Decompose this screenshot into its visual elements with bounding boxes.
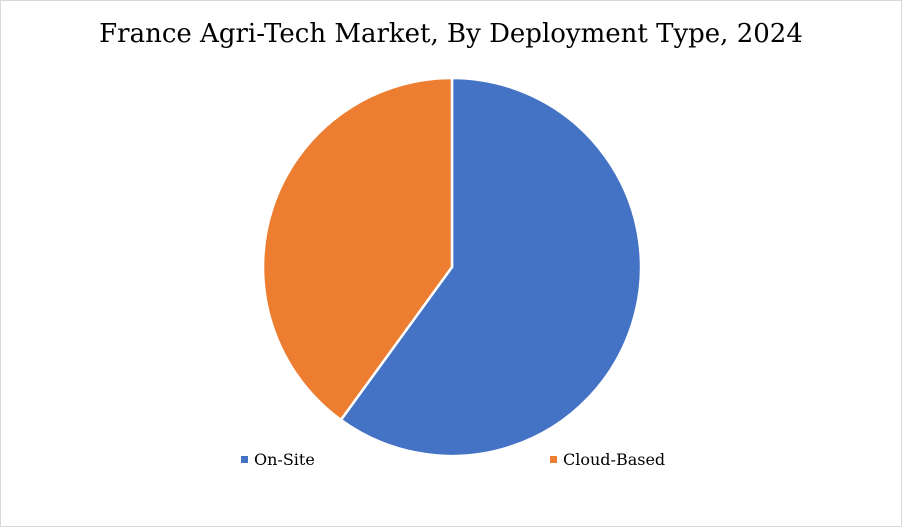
legend-label-on-site: On-Site xyxy=(254,450,315,469)
legend-item-on-site: On-Site xyxy=(241,450,315,469)
pie-slice-cloud-based xyxy=(261,76,454,422)
legend: On-Site Cloud-Based xyxy=(1,450,901,472)
legend-swatch-on-site xyxy=(241,456,248,463)
pie-slice-on-site xyxy=(339,76,643,458)
chart-title: France Agri-Tech Market, By Deployment T… xyxy=(99,19,803,49)
legend-swatch-cloud-based xyxy=(550,456,557,463)
legend-item-cloud-based: Cloud-Based xyxy=(550,450,665,469)
pie-slices xyxy=(261,76,643,458)
legend-label-cloud-based: Cloud-Based xyxy=(563,450,666,469)
